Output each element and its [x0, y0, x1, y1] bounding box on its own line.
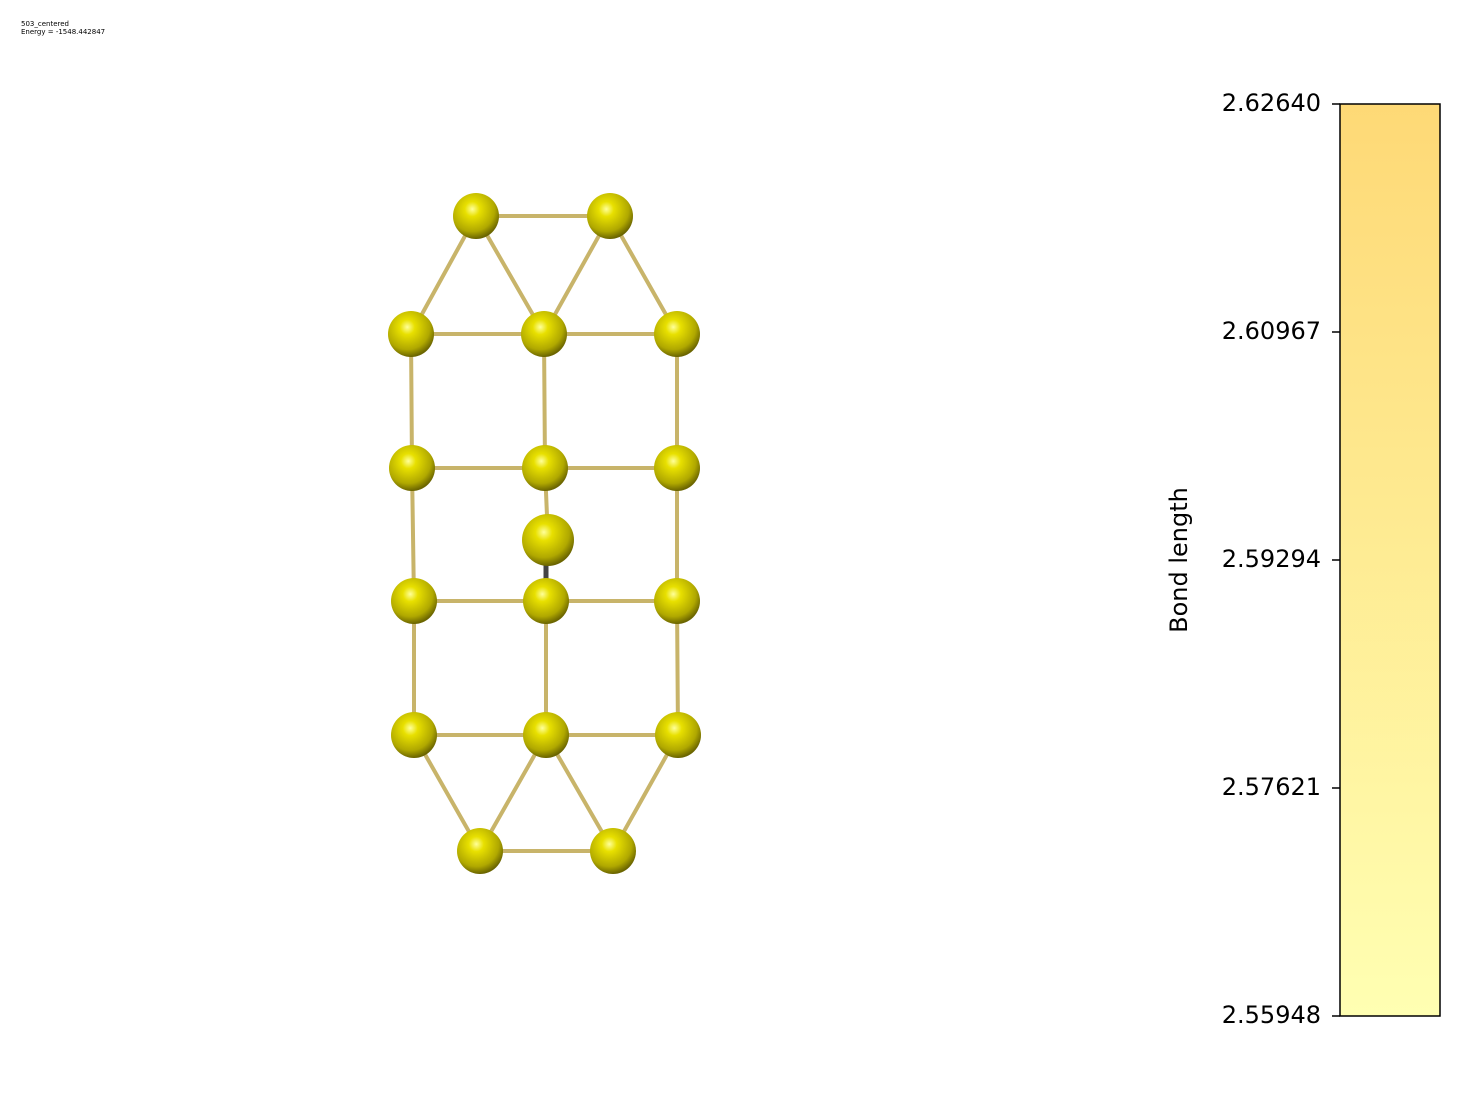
atom: [654, 445, 700, 491]
atom: [391, 578, 437, 624]
atom: [654, 578, 700, 624]
atom: [453, 193, 499, 239]
tick-label: 2.57621: [1222, 773, 1321, 801]
atom: [457, 828, 503, 874]
colorbar-label: Bond length: [1165, 487, 1193, 633]
tick-label: 2.55948: [1222, 1001, 1321, 1029]
atom: [389, 445, 435, 491]
atom: [590, 828, 636, 874]
atom: [655, 712, 701, 758]
atom: [523, 712, 569, 758]
atom: [522, 445, 568, 491]
atom: [391, 712, 437, 758]
structure-name: 503_centered: [21, 20, 69, 28]
tick-label: 2.59294: [1222, 545, 1321, 573]
tick-label: 2.62640: [1222, 89, 1321, 117]
colorbar: [1339, 103, 1441, 1017]
energy: Energy = -1548.442847: [21, 28, 105, 36]
atom: [654, 311, 700, 357]
atom: [587, 193, 633, 239]
atom: [523, 578, 569, 624]
tick-label: 2.60967: [1222, 317, 1321, 345]
atom: [388, 311, 434, 357]
atom: [521, 311, 567, 357]
atom: [522, 514, 574, 566]
atoms: [388, 193, 701, 874]
